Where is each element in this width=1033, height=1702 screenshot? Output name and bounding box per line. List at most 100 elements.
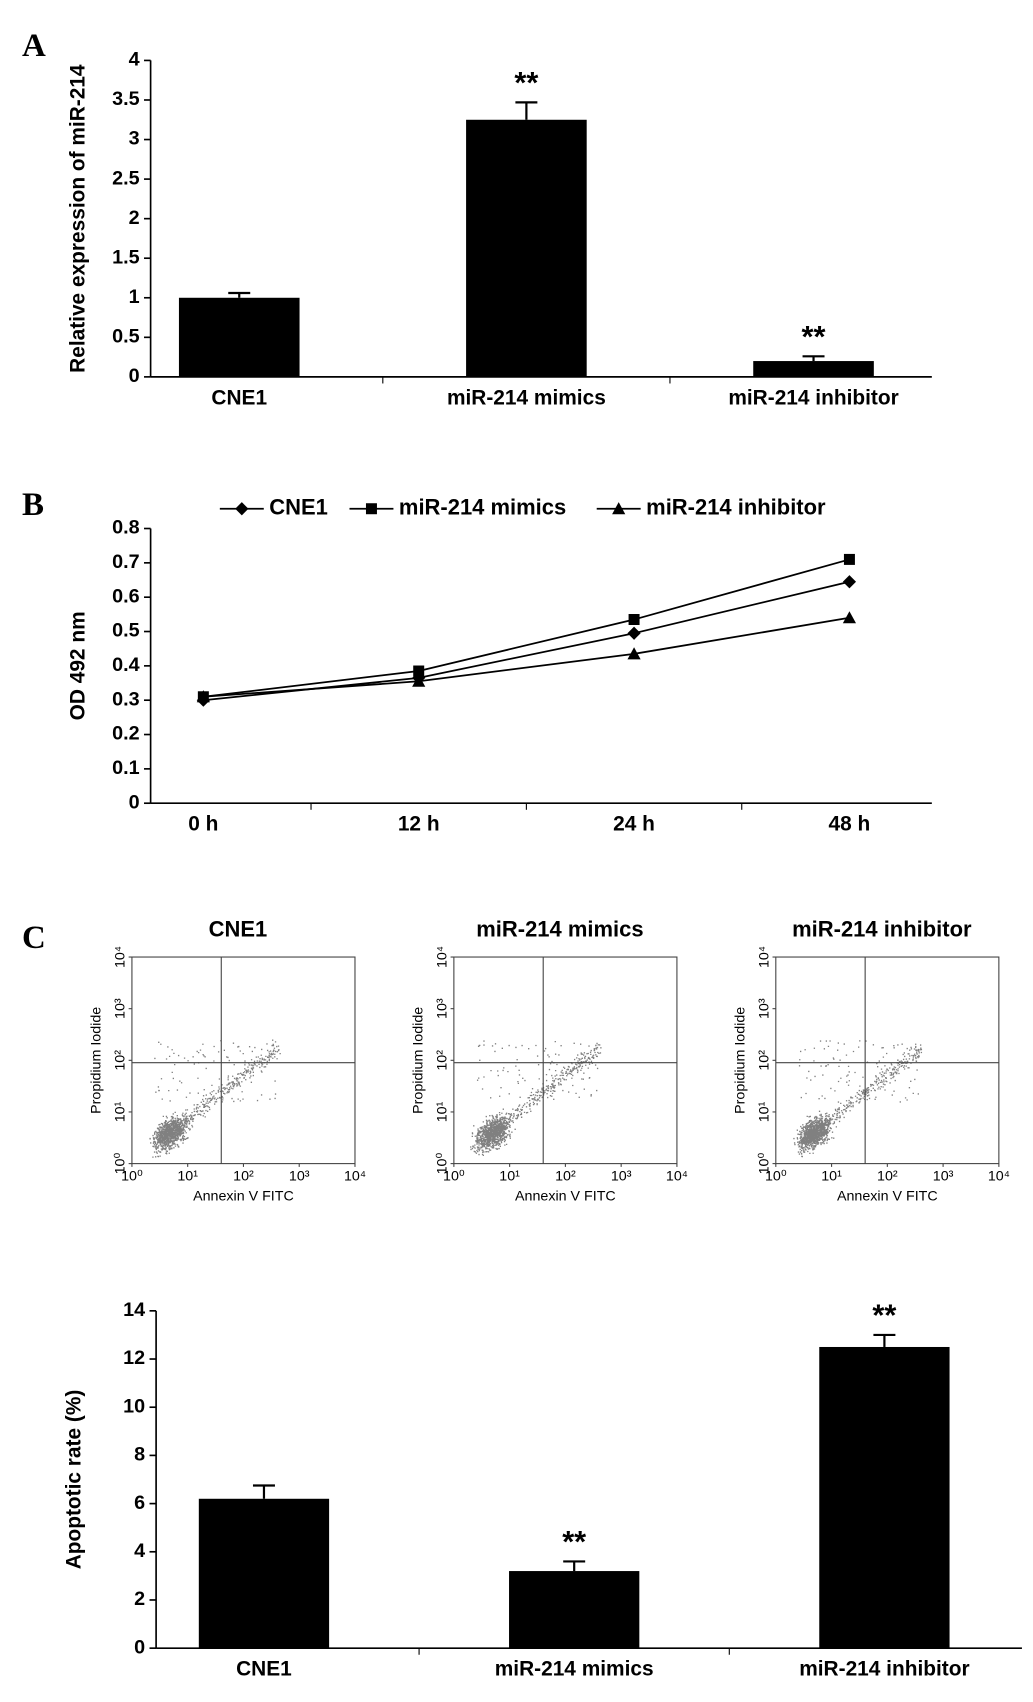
x-tick-label: CNE1 [211,386,267,409]
y-tick-label: 10¹ [435,1101,451,1122]
x-axis-label: Annexin V FITC [837,1188,938,1204]
data-point [413,665,425,677]
x-tick-label: 10⁰ [443,1169,465,1185]
x-tick-label: 10² [555,1169,576,1185]
significance-mark: ** [514,65,538,100]
y-axis-label: Propidium Iodide [732,1007,748,1114]
x-tick-label: miR-214 inhibitor [728,386,898,409]
y-tick-label: 10 [123,1395,145,1417]
x-axis-label: Annexin V FITC [515,1188,616,1204]
bar [198,1498,330,1649]
y-axis-label: Apoptotic rate (%) [62,1390,85,1570]
y-tick-label: 0.3 [112,688,139,710]
x-tick-label: miR-214 mimics [447,386,606,409]
y-tick-label: 10² [435,1050,451,1071]
x-tick-label: 10² [233,1169,254,1185]
y-axis-label: Relative expression of miR-214 [67,64,90,373]
y-tick-label: 0.1 [112,757,139,779]
x-tick-label: miR-214 inhibitor [799,1658,969,1681]
y-tick-label: 0.2 [112,723,139,745]
y-tick-label: 10³ [757,998,773,1019]
y-tick-label: 0.5 [112,326,139,348]
legend-marker [612,502,626,515]
data-point [627,647,641,660]
event-dot-cloud [470,1040,602,1157]
event-dot-cloud [149,1039,281,1158]
bar [178,297,300,377]
bar [819,1346,950,1649]
series-line [203,580,850,702]
bar [509,1571,640,1649]
x-tick-label: 10³ [611,1169,632,1185]
y-tick-label: 8 [134,1444,145,1466]
x-tick-label: 10¹ [821,1169,842,1185]
legend-marker [365,503,377,515]
y-tick-label: 2.5 [112,167,139,189]
y-tick-label: 10³ [113,998,129,1019]
plot-title: miR-214 inhibitor [792,916,972,941]
y-tick-label: 0.8 [112,517,139,539]
data-point [843,553,855,565]
x-tick-label: miR-214 mimics [495,1658,654,1681]
x-tick-label: 10⁰ [121,1169,143,1185]
y-tick-label: 0.4 [112,654,139,676]
legend-label: miR-214 mimics [399,495,566,520]
significance-mark: ** [872,1297,896,1332]
y-tick-label: 10⁰ [757,1153,773,1175]
x-tick-label: 10⁴ [988,1169,1010,1185]
y-tick-label: 0.6 [112,585,139,607]
y-tick-label: 10² [757,1050,773,1071]
y-tick-label: 10¹ [113,1101,129,1122]
x-tick-label: 0 h [188,813,218,836]
data-point [842,575,857,589]
panel-label: A [22,28,46,64]
x-tick-label: 10¹ [499,1169,520,1185]
y-tick-label: 4 [129,49,140,71]
y-tick-label: 1.5 [112,246,139,268]
legend-marker [235,502,249,516]
plot-title: CNE1 [209,916,268,941]
y-tick-label: 10⁰ [113,1153,129,1175]
x-tick-label: 10² [877,1169,898,1185]
y-tick-label: 4 [134,1540,145,1562]
plot-title: miR-214 mimics [476,916,643,941]
y-tick-label: 0 [134,1636,145,1658]
y-tick-label: 3.5 [112,88,139,110]
y-tick-label: 2 [134,1588,145,1610]
y-tick-label: 14 [123,1299,145,1321]
y-tick-label: 10⁰ [435,1153,451,1175]
y-tick-label: 0.5 [112,620,139,642]
data-point [196,690,210,703]
data-point [627,626,641,640]
legend-label: miR-214 inhibitor [646,495,826,520]
x-tick-label: 10⁴ [344,1169,366,1185]
significance-mark: ** [802,319,826,354]
x-tick-label: 10⁴ [666,1169,688,1185]
data-point [628,614,640,625]
x-tick-label: 48 h [829,813,871,836]
x-tick-label: 24 h [613,813,655,836]
y-axis-label: OD 492 nm [67,611,90,720]
y-tick-label: 12 [123,1347,145,1369]
x-tick-label: 12 h [398,813,440,836]
panel-label: C [22,920,46,956]
y-tick-label: 0 [129,791,140,813]
data-point [412,674,426,687]
legend-label: CNE1 [269,495,328,520]
y-axis-label: Propidium Iodide [410,1007,426,1114]
y-tick-label: 2 [129,207,140,229]
x-tick-label: 10⁰ [765,1169,787,1185]
y-tick-label: 10³ [435,998,451,1019]
panel-label: B [22,487,44,523]
y-tick-label: 3 [129,128,140,150]
y-tick-label: 10² [113,1050,129,1071]
y-tick-label: 0.7 [112,551,139,573]
significance-mark: ** [562,1524,586,1559]
x-tick-label: 10³ [933,1169,954,1185]
y-tick-label: 10⁴ [757,946,773,968]
series-line [203,616,850,698]
data-point [842,611,857,624]
y-tick-label: 10¹ [757,1101,773,1122]
event-dot-cloud [793,1040,923,1158]
